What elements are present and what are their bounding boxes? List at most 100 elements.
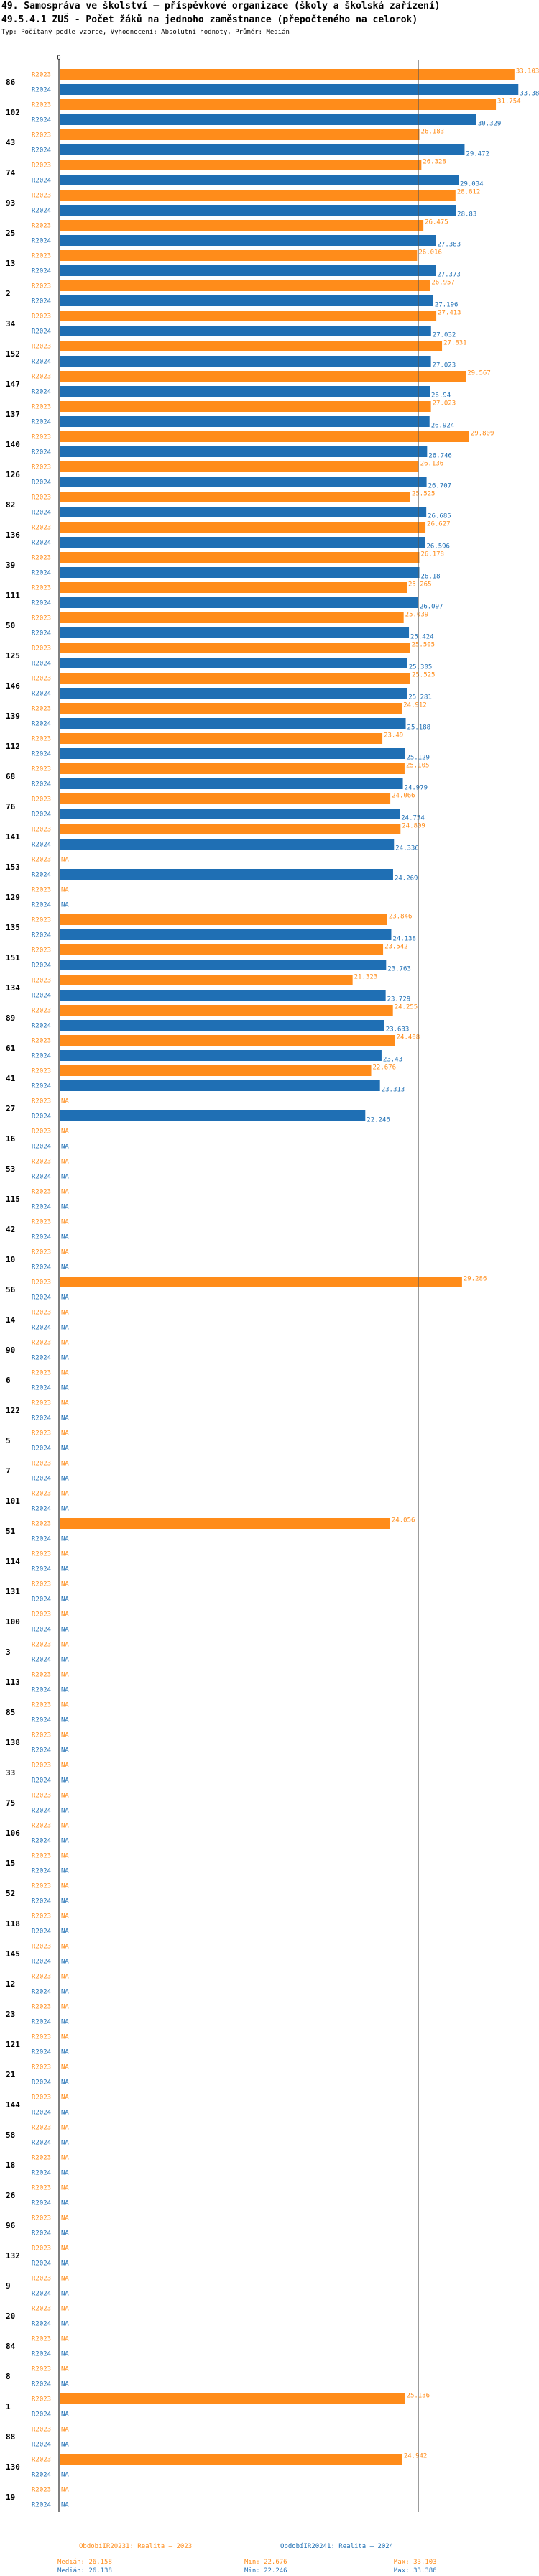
missing-value-label: NA — [61, 1234, 69, 1241]
category-label: 140 — [6, 440, 20, 449]
category-label: 112 — [6, 742, 20, 751]
value-label: 21.323 — [354, 974, 378, 981]
category-label: 5 — [6, 1436, 11, 1445]
bar-r2024 — [60, 748, 405, 759]
missing-value-label: NA — [61, 1460, 69, 1468]
category-label: 3 — [6, 1647, 11, 1657]
legend-2024-min: Min: 22.246 — [244, 2567, 287, 2575]
series-label: R2023 — [32, 1460, 51, 1468]
series-label: R2023 — [32, 1762, 51, 1770]
value-label: 25.424 — [410, 634, 434, 641]
value-label: 26.097 — [420, 604, 443, 611]
series-label: R2023 — [32, 1340, 51, 1347]
bar-r2023 — [60, 280, 430, 291]
value-label: 30.329 — [478, 121, 502, 128]
series-label: R2024 — [32, 2200, 51, 2207]
value-label: 23.729 — [387, 996, 411, 1003]
value-label: 33.386 — [520, 91, 539, 98]
value-label: 25.525 — [412, 491, 436, 498]
bar-r2024 — [60, 446, 428, 457]
bar-r2023 — [60, 341, 443, 351]
missing-value-label: NA — [61, 1883, 69, 1890]
missing-value-label: NA — [61, 2366, 69, 2373]
missing-value-label: NA — [61, 1944, 69, 1951]
category-label: 111 — [6, 591, 20, 600]
series-label: R2023 — [32, 1793, 51, 1800]
bar-r2024 — [60, 778, 403, 789]
series-label: R2024 — [32, 359, 51, 366]
series-label: R2024 — [32, 1355, 51, 1362]
category-label: 88 — [6, 2432, 15, 2442]
missing-value-label: NA — [61, 1264, 69, 1271]
missing-value-label: NA — [61, 2034, 69, 2041]
series-label: R2024 — [32, 1657, 51, 1664]
missing-value-label: NA — [61, 2426, 69, 2434]
series-label: R2024 — [32, 1717, 51, 1724]
missing-value-label: NA — [61, 1687, 69, 1694]
bar-r2023 — [60, 401, 431, 412]
category-label: 18 — [6, 2161, 15, 2170]
bar-r2023 — [60, 461, 419, 472]
missing-value-label: NA — [61, 2276, 69, 2283]
value-label: 26.627 — [427, 521, 451, 528]
bar-r2024 — [60, 1080, 380, 1091]
missing-value-label: NA — [61, 1249, 69, 1256]
series-label: R2024 — [32, 932, 51, 939]
category-label: 151 — [6, 953, 20, 962]
legend-2023-max: Max: 33.103 — [394, 2559, 437, 2566]
missing-value-label: NA — [61, 2155, 69, 2162]
series-label: R2023 — [32, 2245, 51, 2253]
category-label: 106 — [6, 1828, 20, 1838]
series-label: R2023 — [32, 313, 51, 321]
series-label: R2023 — [32, 1883, 51, 1890]
series-label: R2024 — [32, 661, 51, 668]
series-label: R2024 — [32, 147, 51, 155]
missing-value-label: NA — [61, 1506, 69, 1513]
bar-r2023 — [60, 220, 424, 231]
category-label: 121 — [6, 2040, 20, 2049]
value-label: 23.313 — [382, 1087, 405, 1094]
series-label: R2023 — [32, 1672, 51, 1679]
bar-r2024 — [60, 175, 459, 185]
bar-r2023 — [60, 944, 384, 955]
series-label: R2023 — [32, 887, 51, 894]
category-label: 7 — [6, 1466, 11, 1476]
series-label: R2023 — [32, 2396, 51, 2404]
series-label: R2024 — [32, 298, 51, 305]
missing-value-label: NA — [61, 2140, 69, 2147]
missing-value-label: NA — [61, 2125, 69, 2132]
missing-value-label: NA — [61, 2291, 69, 2298]
series-label: R2023 — [32, 2336, 51, 2343]
category-label: 145 — [6, 1949, 20, 1959]
value-label: 25.505 — [412, 642, 436, 649]
series-label: R2024 — [32, 1053, 51, 1060]
category-label: 13 — [6, 259, 15, 268]
category-label: 125 — [6, 651, 20, 661]
category-label: 74 — [6, 168, 16, 178]
value-label: 27.383 — [437, 242, 461, 249]
bar-r2023 — [60, 612, 404, 623]
series-label: R2023 — [32, 494, 51, 502]
bar-r2024 — [60, 84, 519, 95]
series-label: R2024 — [32, 1868, 51, 1875]
series-label: R2023 — [32, 404, 51, 411]
bar-r2023 — [60, 582, 407, 593]
series-label: R2023 — [32, 344, 51, 351]
missing-value-label: NA — [61, 1702, 69, 1709]
series-label: R2023 — [32, 2306, 51, 2313]
series-label: R2023 — [32, 374, 51, 381]
category-label: 15 — [6, 1859, 15, 1868]
value-label: 29.809 — [471, 431, 494, 438]
series-label: R2023 — [32, 1159, 51, 1166]
series-label: R2024 — [32, 811, 51, 819]
series-label: R2023 — [32, 253, 51, 260]
series-label: R2023 — [32, 1974, 51, 1981]
value-label: 23.763 — [387, 966, 411, 973]
category-label: 84 — [6, 2342, 16, 2351]
category-label: 52 — [6, 1889, 15, 1898]
series-label: R2023 — [32, 1732, 51, 1739]
category-label: 136 — [6, 530, 20, 540]
chart-title-line2: 49.5.4.1 ZUŠ - Počet žáků na jednoho zam… — [1, 14, 418, 25]
category-label: 6 — [6, 1376, 11, 1385]
missing-value-label: NA — [61, 1400, 69, 1407]
